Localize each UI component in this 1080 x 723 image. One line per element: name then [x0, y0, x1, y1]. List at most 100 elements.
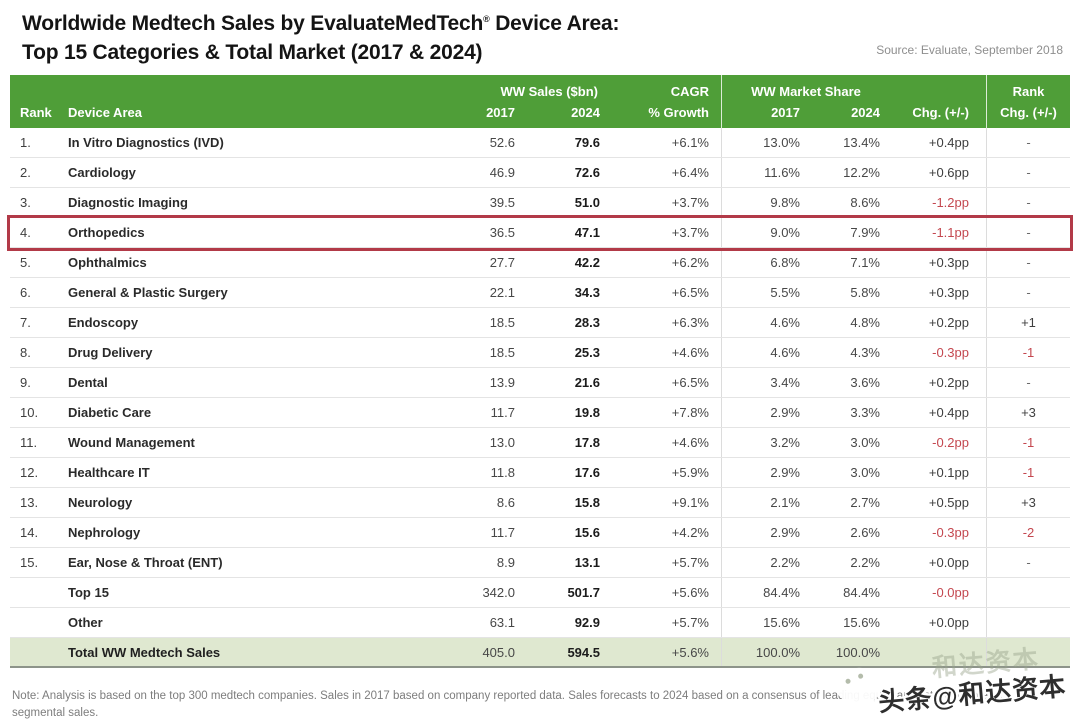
cell-share-2024: 100.0%: [835, 644, 880, 660]
footnote-line1: Note: Analysis is based on the top 300 m…: [12, 690, 1011, 702]
cell-rank-chg: -: [1026, 225, 1031, 240]
cell-sales-2017: 63.1: [489, 615, 515, 630]
cell-share-2017: 3.4%: [770, 375, 800, 390]
cell-cagr: +6.3%: [600, 308, 722, 337]
cell-cagr: +4.6%: [600, 338, 722, 367]
cell-share-2024: 12.2%: [843, 165, 880, 180]
registered-mark: ®: [483, 14, 490, 24]
table-row: 13. Neurology 8.6 15.8 +9.1% 2.1% 2.7% +0.5pp +3: [10, 488, 1070, 518]
cell-rank-chg: +3: [1021, 495, 1036, 510]
cell-share-2017: 4.6%: [770, 315, 800, 330]
cell-share-2017: 9.8%: [770, 195, 800, 210]
cell-rank: 5.: [20, 255, 31, 270]
cell-share-2024: 4.8%: [850, 315, 880, 330]
table-body: 1. In Vitro Diagnostics (IVD) 52.6 79.6 +6.1…: [10, 128, 1070, 668]
cell-device-area: Neurology: [68, 495, 133, 510]
cell-share-2017: 84.4%: [763, 585, 800, 600]
cell-cagr: +4.2%: [600, 518, 722, 547]
cell-rank-chg: -2: [1022, 525, 1035, 540]
cell-share-chg: +0.4pp: [890, 128, 987, 157]
cell-rank-chg: [987, 578, 1070, 607]
table-row: 15. Ear, Nose & Throat (ENT) 8.9 13.1 +5.7% 2…: [10, 548, 1070, 578]
header-sales-2017: 2017: [486, 104, 515, 120]
cell-rank-chg: -: [1026, 285, 1031, 300]
cell-sales-2017: 36.5: [489, 225, 515, 240]
cell-share-2017: 13.0%: [763, 135, 800, 150]
table-row: 6. General & Plastic Surgery 22.1 34.3 +6.5%…: [10, 278, 1070, 308]
cell-cagr: +5.9%: [600, 458, 722, 487]
header-rank: Rank: [20, 104, 52, 120]
cell-device-area: Diagnostic Imaging: [68, 195, 188, 210]
cell-rank: [10, 608, 58, 637]
cell-share-2024: 8.6%: [850, 195, 880, 210]
cell-device-area: Nephrology: [68, 525, 141, 540]
cell-cagr: +3.7%: [600, 188, 722, 217]
cell-cagr: +6.5%: [600, 368, 722, 397]
table-row: Top 15 342.0 501.7 +5.6% 84.4% 84.4% -0.0pp: [10, 578, 1070, 608]
cell-sales-2024: 15.8: [574, 495, 600, 510]
cell-device-area: General & Plastic Surgery: [68, 285, 228, 300]
cell-share-2017: 4.6%: [770, 345, 800, 360]
cell-sales-2017: 22.1: [489, 285, 515, 300]
cell-sales-2024: 42.2: [574, 255, 600, 270]
cell-sales-2017: 18.5: [489, 315, 515, 330]
cell-device-area: Other: [68, 615, 103, 630]
table-row: Other 63.1 92.9 +5.7% 15.6% 15.6% +0.0pp: [10, 608, 1070, 638]
cell-sales-2024: 594.5: [567, 644, 600, 660]
cell-sales-2017: 13.9: [489, 375, 515, 390]
cell-cagr: +4.6%: [600, 428, 722, 457]
page-title: Worldwide Medtech Sales by EvaluateMedTe…: [22, 5, 619, 67]
cell-share-2024: 2.7%: [850, 495, 880, 510]
header-rank-chg-group: Rank: [1012, 84, 1045, 99]
cell-sales-2024: 501.7: [567, 585, 600, 600]
cell-sales-2017: 342.0: [482, 585, 515, 600]
table-row: 10. Diabetic Care 11.7 19.8 +7.8% 2.9% 3.3% +0.…: [10, 398, 1070, 428]
cell-rank: 13.: [20, 495, 39, 510]
cell-device-area: In Vitro Diagnostics (IVD): [68, 135, 224, 150]
cell-cagr: +5.7%: [600, 608, 722, 637]
page-title-line2: Top 15 Categories & Total Market (2017 &…: [22, 41, 483, 64]
cell-sales-2017: 27.7: [489, 255, 515, 270]
cell-share-chg: -0.3pp: [890, 518, 987, 547]
cell-share-2017: 2.9%: [770, 465, 800, 480]
cell-rank-chg: -: [1026, 375, 1031, 390]
cell-rank-chg: -1: [1022, 435, 1035, 450]
header-share-2024: 2024: [851, 104, 880, 120]
cell-share-2024: 3.0%: [850, 435, 880, 450]
cell-share-2017: 3.2%: [770, 435, 800, 450]
header-rank-chg: Chg. (+/-): [1000, 104, 1057, 120]
cell-cagr: +5.6%: [600, 638, 722, 666]
cell-device-area: Ophthalmics: [68, 255, 147, 270]
cell-rank: [10, 638, 58, 666]
cell-device-area: Ear, Nose & Throat (ENT): [68, 555, 223, 570]
table-row: 5. Ophthalmics 27.7 42.2 +6.2% 6.8% 7.1% +0.3pp…: [10, 248, 1070, 278]
cell-sales-2024: 28.3: [574, 315, 600, 330]
cell-cagr: +5.7%: [600, 548, 722, 577]
cell-share-2017: 11.6%: [764, 165, 800, 180]
table-row: 14. Nephrology 11.7 15.6 +4.2% 2.9% 2.6% -0.3pp…: [10, 518, 1070, 548]
cell-share-chg: [890, 638, 987, 666]
cell-sales-2024: 25.3: [574, 345, 600, 360]
cell-sales-2017: 18.5: [489, 345, 515, 360]
cell-device-area: Endoscopy: [68, 315, 139, 330]
cell-share-chg: -0.2pp: [890, 428, 987, 457]
header-sales-2024: 2024: [571, 104, 600, 120]
cell-share-chg: +0.4pp: [890, 398, 987, 427]
cell-share-chg: +0.0pp: [890, 608, 987, 637]
cell-share-2024: 2.6%: [850, 525, 880, 540]
cell-share-chg: -1.2pp: [890, 188, 987, 217]
cell-rank-chg: -1: [1022, 345, 1035, 360]
table-row: 7. Endoscopy 18.5 28.3 +6.3% 4.6% 4.8% +0.2pp +1: [10, 308, 1070, 338]
table-row: 1. In Vitro Diagnostics (IVD) 52.6 79.6 +6.1…: [10, 128, 1070, 158]
cell-share-2017: 5.5%: [770, 285, 800, 300]
cell-share-2017: 15.6%: [763, 615, 800, 630]
table-header: WW Sales ($bn) CAGR WW Market Share Rank…: [10, 75, 1070, 128]
footnote: Note: Analysis is based on the top 300 m…: [12, 688, 1052, 722]
cell-sales-2024: 72.6: [574, 165, 600, 180]
cell-sales-2017: 8.6: [496, 495, 515, 510]
cell-share-2024: 15.6%: [843, 615, 880, 630]
cell-sales-2024: 17.6: [574, 465, 600, 480]
cell-rank-chg: -: [1026, 195, 1031, 210]
cell-device-area: Total WW Medtech Sales: [68, 644, 221, 660]
cell-share-2017: 6.8%: [770, 255, 800, 270]
